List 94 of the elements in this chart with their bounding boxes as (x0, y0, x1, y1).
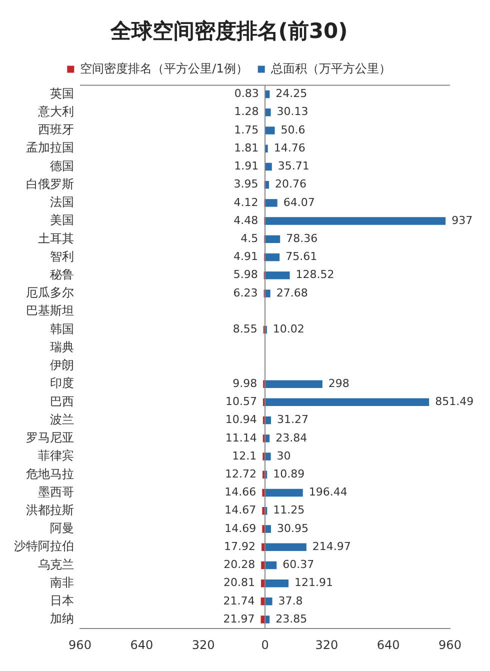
data-label: 4.48 (234, 214, 258, 227)
data-label: 298 (328, 376, 350, 390)
data-label: 21.97 (223, 612, 255, 626)
y-tick-label: 美国 (50, 213, 74, 228)
y-tick-label: 意大利 (37, 104, 74, 118)
y-tick-label: 伊朗 (50, 358, 74, 372)
y-tick-label: 沙特阿拉伯 (14, 539, 74, 554)
y-tick-label: 波兰 (50, 412, 74, 426)
data-label: 1.75 (234, 123, 259, 136)
data-label: 27.68 (276, 286, 308, 300)
data-label: 9.98 (232, 376, 258, 390)
data-label: 3.95 (234, 178, 258, 191)
data-label: 5.98 (233, 268, 258, 282)
data-label: 12.72 (225, 467, 257, 480)
data-label: 4.91 (234, 250, 258, 264)
data-label: 196.44 (308, 486, 348, 499)
y-tick-label: 罗马尼亚 (26, 430, 74, 445)
data-label: 20.76 (275, 178, 306, 191)
data-label: 8.55 (232, 322, 258, 336)
data-label: 1.91 (234, 160, 259, 173)
x-tick-label: 960 (68, 638, 92, 652)
data-label: 11.14 (225, 431, 257, 444)
y-tick-label: 白俄罗斯 (26, 176, 74, 191)
legend-label: 总面积（万平方公里） (270, 61, 391, 76)
data-label: 4.12 (234, 196, 258, 209)
y-tick-label: 英国 (50, 86, 74, 100)
data-label: 1.28 (234, 105, 259, 118)
y-tick-label: 南非 (50, 575, 74, 590)
data-label: 10.02 (272, 322, 304, 336)
data-label: 21.74 (223, 594, 255, 608)
data-label: 851.49 (435, 395, 474, 408)
data-label: 23.85 (276, 612, 308, 626)
x-tick-label: 640 (376, 638, 400, 652)
data-label: 60.37 (282, 558, 314, 572)
legend-label: 空间密度排名（平方公里/1例） (80, 61, 248, 76)
data-label: 30 (276, 449, 291, 462)
y-tick-label: 德国 (50, 158, 74, 173)
y-tick-label: 墨西哥 (38, 484, 74, 499)
data-label: 937 (452, 214, 473, 227)
y-tick-label: 瑞典 (50, 340, 74, 354)
data-label: 1.81 (234, 141, 259, 154)
data-label: 14.67 (224, 504, 256, 517)
y-tick-label: 厄瓜多尔 (26, 286, 74, 300)
y-tick-label: 加纳 (50, 612, 74, 626)
x-tick-label: 320 (315, 638, 338, 652)
data-label: 20.81 (223, 576, 255, 590)
y-tick-label: 土耳其 (38, 231, 74, 246)
data-label: 64.07 (283, 196, 315, 209)
data-label: 23.84 (276, 431, 308, 444)
data-label: 10.94 (225, 413, 257, 426)
data-label: 17.92 (224, 540, 256, 553)
data-label: 6.23 (233, 286, 258, 300)
y-tick-label: 菲律宾 (38, 448, 74, 463)
y-tick-label: 洪都拉斯 (26, 502, 74, 517)
data-label: 10.57 (225, 395, 257, 408)
data-label: 50.6 (280, 123, 306, 136)
y-tick-label: 阿曼 (50, 521, 74, 536)
y-tick-label: 法国 (50, 195, 74, 210)
y-tick-label: 韩国 (50, 322, 74, 336)
data-label: 20.28 (224, 558, 256, 572)
y-tick-label: 智利 (50, 249, 74, 264)
data-label: 128.52 (296, 268, 334, 282)
data-label: 30.13 (276, 105, 308, 118)
y-tick-label: 危地马拉 (26, 466, 74, 481)
y-tick-label: 秘鲁 (50, 268, 74, 282)
data-label: 4.5 (240, 232, 258, 246)
x-tick-label: 640 (130, 638, 154, 652)
data-label: 37.8 (278, 594, 303, 608)
data-label: 10.89 (273, 467, 305, 480)
data-label: 24.25 (276, 87, 308, 100)
y-tick-label: 乌克兰 (38, 557, 74, 572)
y-tick-label: 巴基斯坦 (26, 304, 74, 318)
chart-title: 全球空间密度排名(前30) (109, 19, 348, 44)
data-label: 214.97 (312, 540, 351, 553)
data-label: 35.71 (278, 160, 310, 173)
y-tick-label: 巴西 (50, 394, 74, 408)
y-tick-label: 孟加拉国 (26, 140, 74, 155)
data-label: 78.36 (286, 232, 318, 246)
data-label: 75.61 (286, 250, 318, 264)
data-label: 30.95 (276, 522, 308, 535)
data-label: 14.66 (224, 486, 256, 499)
data-label: 14.69 (224, 522, 256, 535)
x-tick-label: 0 (261, 638, 269, 652)
data-label: 11.25 (273, 504, 305, 517)
data-label: 12.1 (232, 449, 257, 462)
data-label: 121.91 (294, 576, 333, 590)
data-label: 0.83 (234, 87, 259, 100)
y-tick-label: 印度 (50, 376, 74, 390)
x-tick-label: 320 (192, 638, 215, 652)
y-tick-label: 日本 (50, 594, 74, 608)
y-tick-label: 西班牙 (38, 122, 74, 137)
data-label: 14.76 (274, 141, 306, 154)
data-label: 31.27 (277, 413, 309, 426)
x-tick-label: 960 (438, 638, 462, 652)
